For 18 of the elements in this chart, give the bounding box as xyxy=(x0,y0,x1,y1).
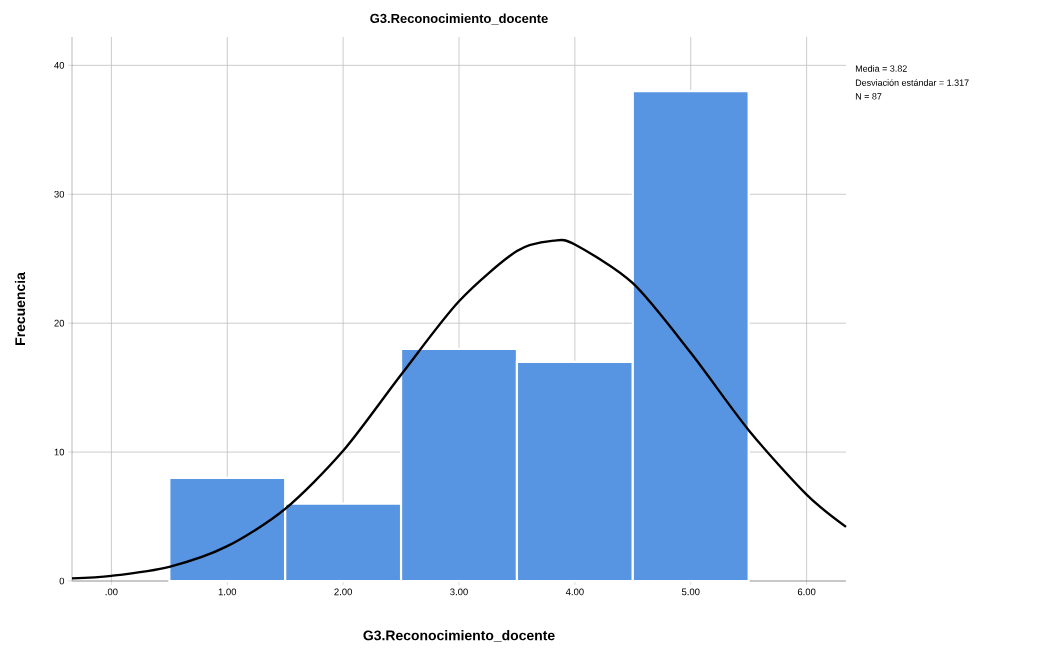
y-tick-label: 10 xyxy=(54,448,65,456)
x-tick-label: 3.00 xyxy=(450,588,468,596)
x-tick-label: 4.00 xyxy=(565,588,584,596)
y-axis-title: Frecuencia xyxy=(14,272,26,345)
x-tick-label: 6.00 xyxy=(797,588,816,596)
y-tick-label: 0 xyxy=(59,577,65,585)
x-tick-label: 5.00 xyxy=(681,588,700,596)
text: N = 87 xyxy=(855,93,882,100)
text: Desviación estándar = 1.317 xyxy=(855,79,969,86)
y-tick-label: 40 xyxy=(54,62,65,69)
y-tick-label: 20 xyxy=(54,319,65,327)
x-axis-title: G3.Reconocimiento_docente xyxy=(363,630,555,642)
y-tick-label: 30 xyxy=(54,190,65,198)
x-tick-label: .00 xyxy=(105,588,118,596)
text: Media = 3.82 xyxy=(855,65,907,72)
chart-title: G3.Reconocimiento_docente xyxy=(370,13,548,25)
x-tick-label: 1.00 xyxy=(218,588,237,596)
x-tick-label: 2.00 xyxy=(334,588,352,596)
